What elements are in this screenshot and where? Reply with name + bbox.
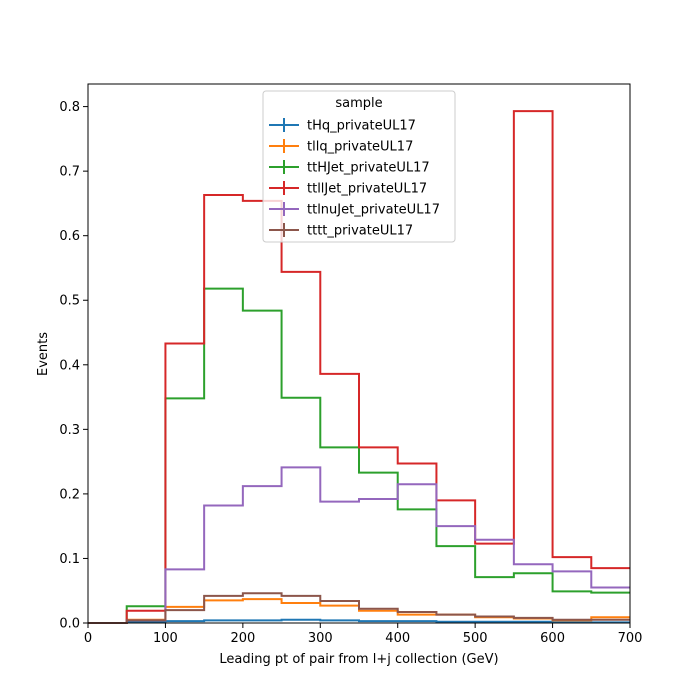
series-line-4	[88, 466, 630, 624]
series-layer	[88, 110, 630, 624]
legend: sample tHq_privateUL17 tllq_privateUL17tt…	[262, 90, 456, 243]
x-axis-label: Leading pt of pair from l+j collection (…	[219, 652, 498, 667]
y-tick-label: 0.4	[59, 358, 80, 373]
x-tick-label: 400	[385, 631, 410, 646]
legend-label: tHq_privateUL17	[307, 119, 416, 134]
x-tick-label: 100	[153, 631, 178, 646]
legend-label: ttHJet_privateUL17	[307, 161, 430, 176]
legend-label: ttllJet_privateUL17	[307, 182, 427, 197]
y-tick-label: 0.5	[59, 294, 80, 309]
y-axis-ticks: 0.0 0.1 0.2 0.3 0.4 0.5 0.6 0.7 0.8	[59, 100, 88, 632]
legend-entries: tHq_privateUL17 tllq_privateUL17 ttHJet_pr…	[269, 118, 440, 239]
x-tick-label: 600	[540, 631, 565, 646]
y-tick-label: 0.2	[59, 487, 80, 502]
legend-label: tllq_privateUL17	[307, 140, 413, 155]
x-tick-label: 500	[463, 631, 488, 646]
y-tick-label: 0.8	[59, 100, 80, 115]
x-tick-label: 300	[308, 631, 333, 646]
series-line-5	[88, 592, 630, 624]
legend-title: sample	[335, 96, 382, 111]
series-line-3	[88, 110, 630, 624]
y-tick-label: 0.3	[59, 423, 80, 438]
plot-frame	[87, 83, 631, 624]
x-tick-label: 0	[84, 631, 92, 646]
y-tick-label: 0.0	[59, 617, 80, 632]
y-axis-label: Events	[36, 332, 51, 376]
legend-label: tttt_privateUL17	[307, 224, 413, 239]
x-tick-label: 200	[230, 631, 255, 646]
x-axis-ticks: 0 100 200 300 400 500 600 700	[84, 623, 643, 646]
x-tick-label: 700	[618, 631, 643, 646]
y-tick-label: 0.6	[59, 229, 80, 244]
legend-label: ttlnuJet_privateUL17	[307, 203, 440, 218]
series-line-2	[88, 287, 630, 624]
y-tick-label: 0.7	[59, 165, 80, 180]
legend-box	[262, 90, 456, 243]
y-tick-label: 0.1	[59, 552, 80, 567]
